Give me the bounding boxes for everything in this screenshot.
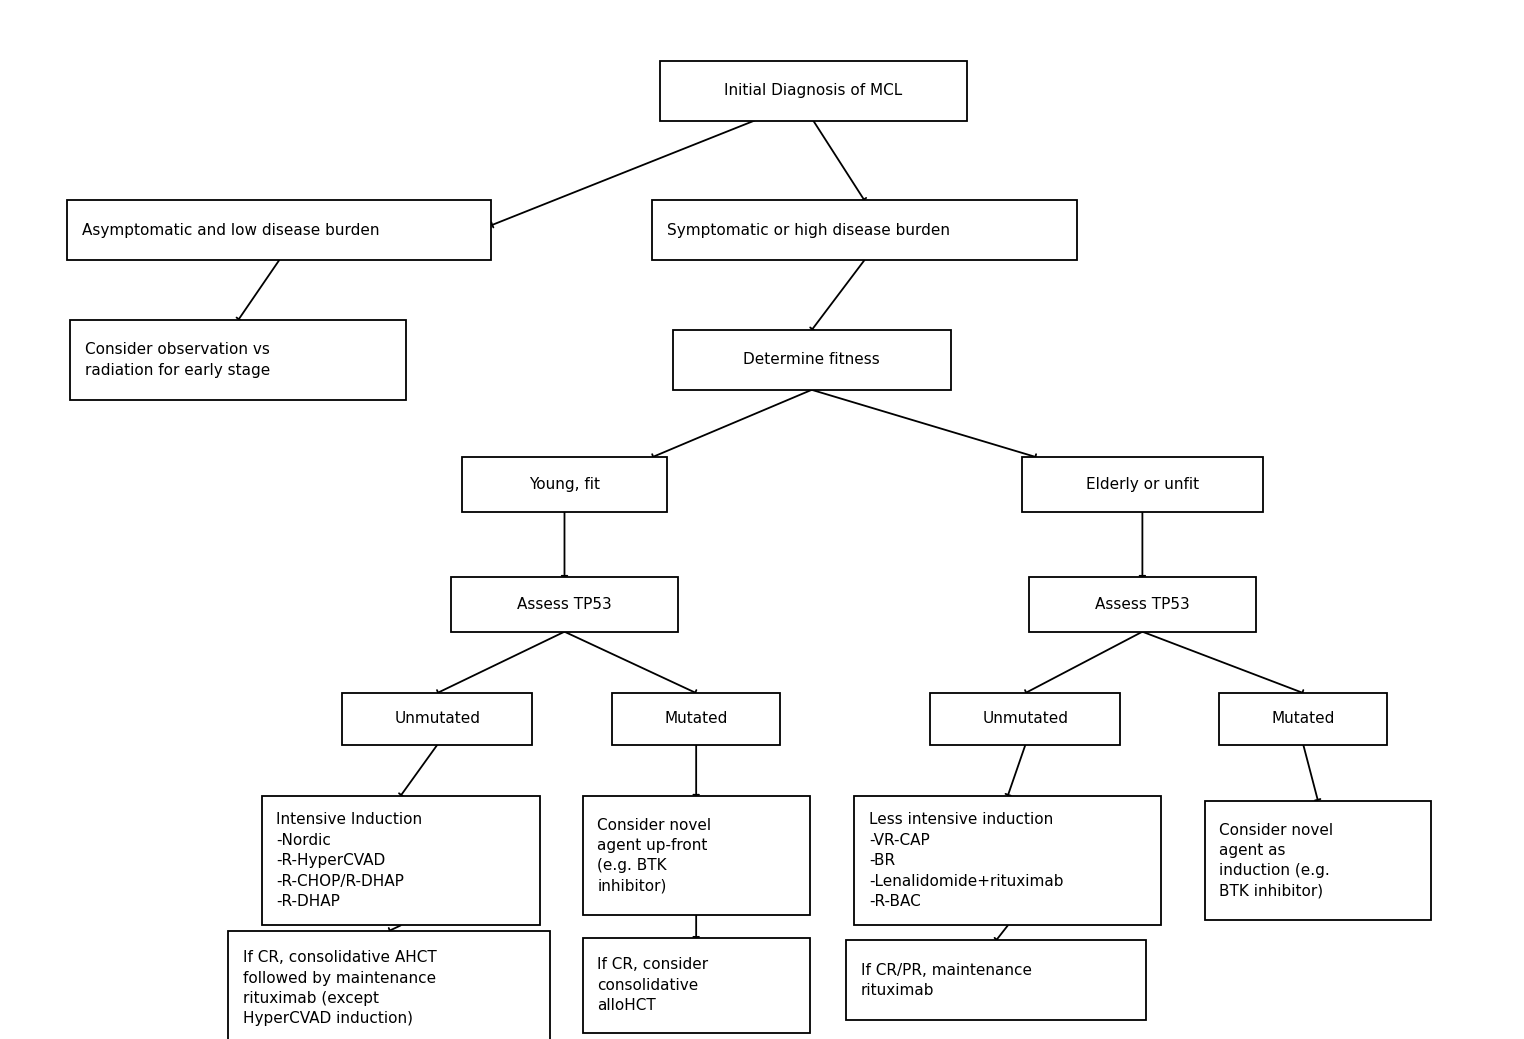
FancyBboxPatch shape — [846, 940, 1146, 1020]
FancyBboxPatch shape — [1021, 457, 1263, 512]
FancyBboxPatch shape — [1219, 693, 1387, 745]
Text: Initial Diagnosis of MCL: Initial Diagnosis of MCL — [724, 83, 902, 98]
Text: Consider novel
agent up-front
(e.g. BTK
inhibitor): Consider novel agent up-front (e.g. BTK … — [597, 818, 712, 894]
FancyBboxPatch shape — [1204, 801, 1431, 921]
Text: If CR, consolidative AHCT
followed by maintenance
rituximab (except
HyperCVAD in: If CR, consolidative AHCT followed by ma… — [242, 951, 436, 1027]
Text: Determine fitness: Determine fitness — [744, 352, 881, 368]
Text: Asymptomatic and low disease burden: Asymptomatic and low disease burden — [82, 222, 379, 238]
FancyBboxPatch shape — [341, 693, 532, 745]
Text: Young, fit: Young, fit — [529, 477, 600, 492]
Text: Less intensive induction
-VR-CAP
-BR
-Lenalidomide+rituximab
-R-BAC: Less intensive induction -VR-CAP -BR -Le… — [869, 812, 1064, 909]
FancyBboxPatch shape — [930, 693, 1120, 745]
FancyBboxPatch shape — [1029, 577, 1256, 632]
Text: Consider observation vs
radiation for early stage: Consider observation vs radiation for ea… — [85, 342, 270, 377]
Text: If CR, consider
consolidative
alloHCT: If CR, consider consolidative alloHCT — [597, 957, 709, 1013]
FancyBboxPatch shape — [582, 796, 809, 915]
FancyBboxPatch shape — [853, 796, 1161, 926]
FancyBboxPatch shape — [262, 796, 539, 926]
Text: Intensive Induction
-Nordic
-R-HyperCVAD
-R-CHOP/R-DHAP
-R-DHAP: Intensive Induction -Nordic -R-HyperCVAD… — [276, 812, 422, 909]
Text: Mutated: Mutated — [1271, 712, 1335, 726]
Text: Consider novel
agent as
induction (e.g.
BTK inhibitor): Consider novel agent as induction (e.g. … — [1219, 823, 1334, 899]
Text: Mutated: Mutated — [664, 712, 728, 726]
Text: If CR/PR, maintenance
rituximab: If CR/PR, maintenance rituximab — [861, 962, 1032, 998]
FancyBboxPatch shape — [582, 938, 809, 1033]
FancyBboxPatch shape — [462, 457, 668, 512]
FancyBboxPatch shape — [451, 577, 678, 632]
FancyBboxPatch shape — [672, 330, 951, 390]
FancyBboxPatch shape — [613, 693, 780, 745]
Text: Assess TP53: Assess TP53 — [1096, 596, 1190, 612]
Text: Elderly or unfit: Elderly or unfit — [1085, 477, 1199, 492]
Text: Symptomatic or high disease burden: Symptomatic or high disease burden — [668, 222, 949, 238]
FancyBboxPatch shape — [660, 60, 966, 121]
FancyBboxPatch shape — [67, 201, 491, 260]
Text: Unmutated: Unmutated — [983, 712, 1068, 726]
Text: Unmutated: Unmutated — [395, 712, 480, 726]
FancyBboxPatch shape — [652, 201, 1076, 260]
FancyBboxPatch shape — [229, 931, 550, 1039]
Text: Assess TP53: Assess TP53 — [517, 596, 611, 612]
FancyBboxPatch shape — [70, 320, 407, 400]
